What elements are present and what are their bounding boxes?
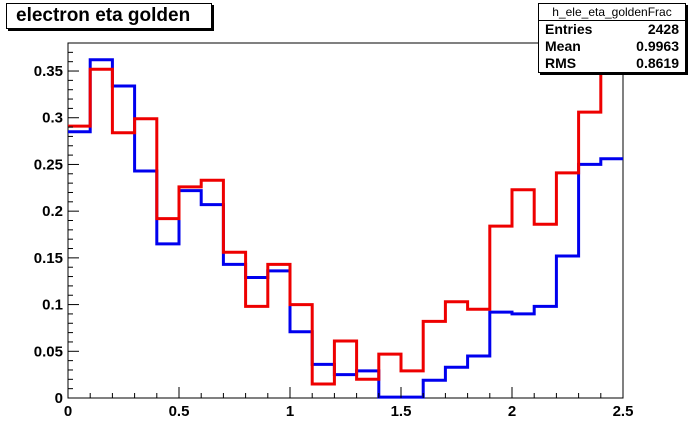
chart-title: electron eta golden: [6, 3, 212, 29]
y-tick-label: 0.35: [34, 63, 63, 80]
stats-histogram-name: h_ele_eta_goldenFrac: [539, 4, 685, 21]
stats-rms-value: 0.8619: [636, 55, 679, 71]
y-tick-label: 0.1: [42, 297, 63, 314]
y-tick-label: 0.25: [34, 156, 63, 173]
stats-entries-value: 2428: [647, 21, 679, 37]
y-tick-label: 0.05: [34, 343, 63, 360]
x-tick-label: 2: [508, 403, 516, 420]
y-tick-label: 0.3: [42, 110, 63, 127]
stats-mean-value: 0.9963: [636, 38, 679, 54]
x-tick-label: 0.5: [169, 403, 190, 420]
stats-entries-row: Entries 2428: [539, 21, 685, 38]
x-tick-label: 2.5: [613, 403, 634, 420]
x-tick-label: 1: [286, 403, 294, 420]
y-tick-label: 0: [55, 390, 63, 407]
stats-rms-row: RMS 0.8619: [539, 55, 685, 72]
stats-entries-label: Entries: [545, 21, 593, 37]
stats-mean-row: Mean 0.9963: [539, 38, 685, 55]
x-tick-label: 1.5: [391, 403, 412, 420]
y-tick-label: 0.15: [34, 250, 63, 267]
stats-box: h_ele_eta_goldenFrac Entries 2428 Mean 0…: [538, 3, 686, 73]
plot-frame: [67, 42, 624, 399]
histogram-series-2-line: [68, 41, 623, 386]
stats-mean-label: Mean: [545, 38, 581, 54]
stats-rms-label: RMS: [545, 55, 577, 71]
y-tick-label: 0.2: [42, 203, 63, 220]
x-tick-label: 0: [64, 403, 72, 420]
